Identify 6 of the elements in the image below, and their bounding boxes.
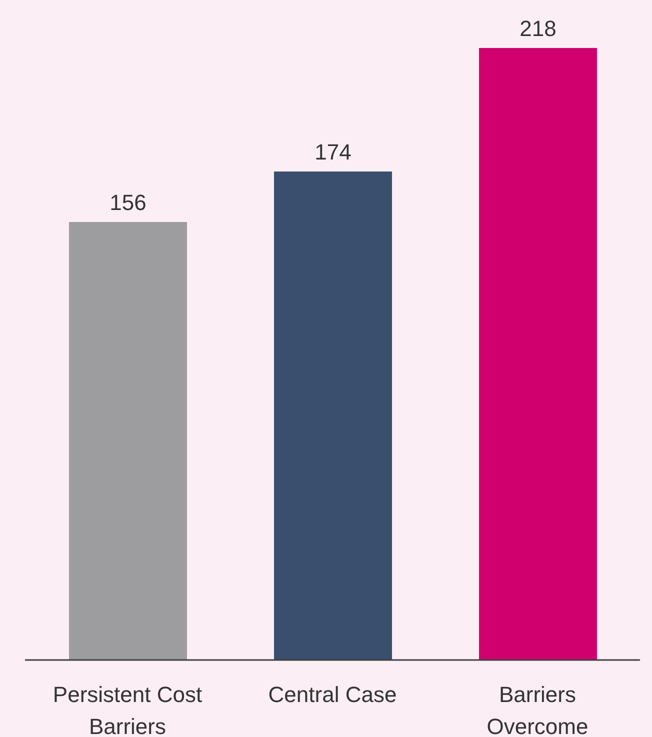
- x-tick-label: Barriers Overcome: [486, 682, 588, 737]
- data-label: 174: [314, 140, 352, 165]
- data-label: 218: [520, 16, 556, 41]
- data-label: 156: [110, 190, 146, 216]
- x-tick-label: Central Case: [268, 682, 397, 707]
- x-tick-label: Persistent Cost Barriers: [52, 682, 202, 737]
